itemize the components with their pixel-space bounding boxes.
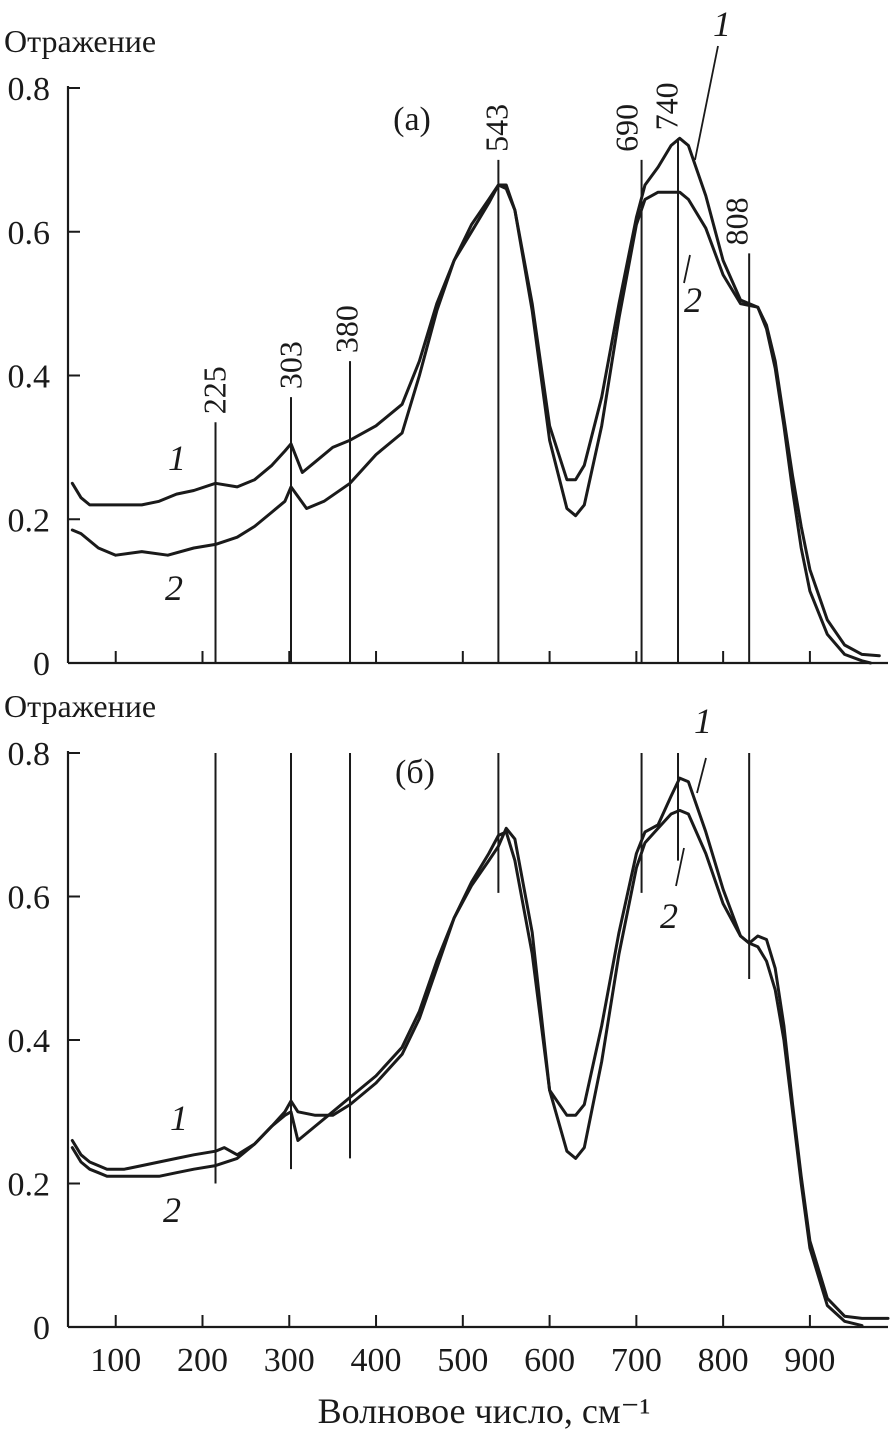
peak-label-225: 225 <box>196 366 232 414</box>
panel-a: 0 0.2 0.4 0.6 0.8 Отражение (а) 225 303 380 543 690… <box>4 4 888 683</box>
series-1-line <box>70 776 890 1320</box>
panel-label: (б) <box>395 754 435 791</box>
y-tick-label: 0.8 <box>8 71 51 108</box>
y-tick-label: 0.2 <box>8 1167 51 1204</box>
y-axis-label: Отражение <box>4 688 156 724</box>
series-2-line <box>70 183 873 665</box>
series-1-label: 1 <box>168 438 186 478</box>
x-axis-label: Волновое число, см⁻¹ <box>318 1391 651 1431</box>
series-2-leader <box>675 847 685 887</box>
series-1-leader <box>694 45 719 161</box>
x-tick-label: 100 <box>90 1342 141 1379</box>
x-tick-label: 900 <box>784 1342 835 1379</box>
y-tick-label: 0.6 <box>8 880 51 917</box>
series-1-label-peak: 1 <box>694 701 712 741</box>
y-tick-label: 0 <box>33 646 50 683</box>
x-tick-label: 800 <box>698 1342 749 1379</box>
series-1-leader <box>696 757 707 794</box>
peak-label-808: 808 <box>718 197 754 245</box>
x-tick-label: 200 <box>177 1342 228 1379</box>
peak-label-740: 740 <box>648 82 684 130</box>
series-2-label-peak: 2 <box>660 896 678 936</box>
y-tick-label: 0.4 <box>8 1023 51 1060</box>
y-tick-label: 0 <box>33 1310 50 1347</box>
peak-label-380: 380 <box>328 305 364 353</box>
series-1-label-peak: 1 <box>713 4 731 44</box>
y-axis-label: Отражение <box>4 23 156 59</box>
series-2-label: 2 <box>165 568 183 608</box>
y-tick-label: 0.8 <box>8 736 51 773</box>
y-tick-label: 0.6 <box>8 215 51 252</box>
panel-label: (а) <box>393 101 431 138</box>
series-2-line <box>70 808 864 1328</box>
series-2-label-peak: 2 <box>684 280 702 320</box>
series-1-label: 1 <box>170 1098 188 1138</box>
peak-label-303: 303 <box>272 341 308 389</box>
x-tick-label: 600 <box>524 1342 575 1379</box>
panel-b: 0 0.2 0.4 0.6 0.8 100 200 300 400 500 600 700 800 900… <box>4 688 890 1431</box>
peak-label-543: 543 <box>478 104 514 152</box>
x-tick-label: 300 <box>264 1342 315 1379</box>
x-tick-label: 500 <box>437 1342 488 1379</box>
x-tick-label: 400 <box>351 1342 402 1379</box>
peak-label-690: 690 <box>608 104 644 152</box>
x-tick-label: 700 <box>611 1342 662 1379</box>
y-tick-label: 0.2 <box>8 502 51 539</box>
series-2-leader <box>683 254 691 284</box>
series-2-label: 2 <box>163 1190 181 1230</box>
y-tick-label: 0.4 <box>8 359 51 396</box>
